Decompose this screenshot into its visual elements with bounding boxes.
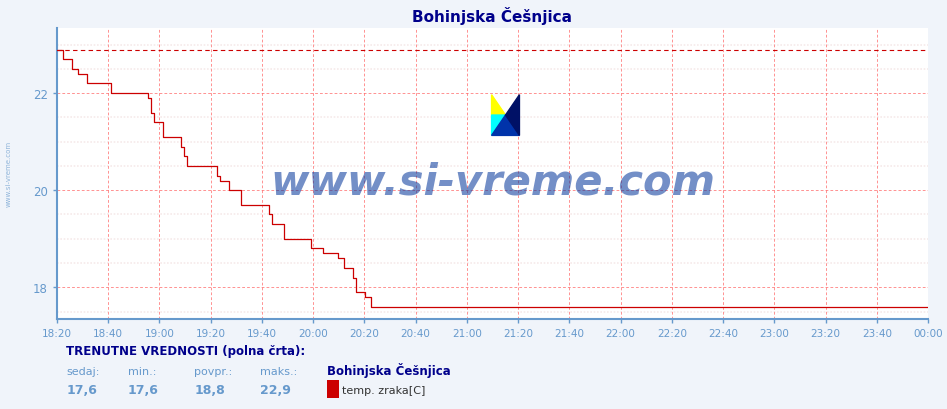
Text: 17,6: 17,6 [128, 384, 159, 396]
Polygon shape [491, 116, 520, 136]
Text: povpr.:: povpr.: [194, 366, 232, 376]
Text: www.si-vreme.com: www.si-vreme.com [6, 141, 12, 207]
Text: sedaj:: sedaj: [66, 366, 99, 376]
Text: min.:: min.: [128, 366, 156, 376]
Text: maks.:: maks.: [260, 366, 297, 376]
Title: Bohinjska Češnjica: Bohinjska Češnjica [413, 7, 572, 25]
Text: 22,9: 22,9 [260, 384, 292, 396]
Text: Bohinjska Češnjica: Bohinjska Češnjica [327, 362, 451, 377]
Polygon shape [506, 95, 520, 136]
Text: TRENUTNE VREDNOSTI (polna črta):: TRENUTNE VREDNOSTI (polna črta): [66, 344, 306, 357]
Polygon shape [491, 116, 506, 136]
Text: 18,8: 18,8 [194, 384, 224, 396]
Polygon shape [491, 95, 506, 116]
Text: temp. zraka[C]: temp. zraka[C] [342, 385, 425, 396]
Text: 17,6: 17,6 [66, 384, 98, 396]
Text: www.si-vreme.com: www.si-vreme.com [270, 162, 715, 204]
